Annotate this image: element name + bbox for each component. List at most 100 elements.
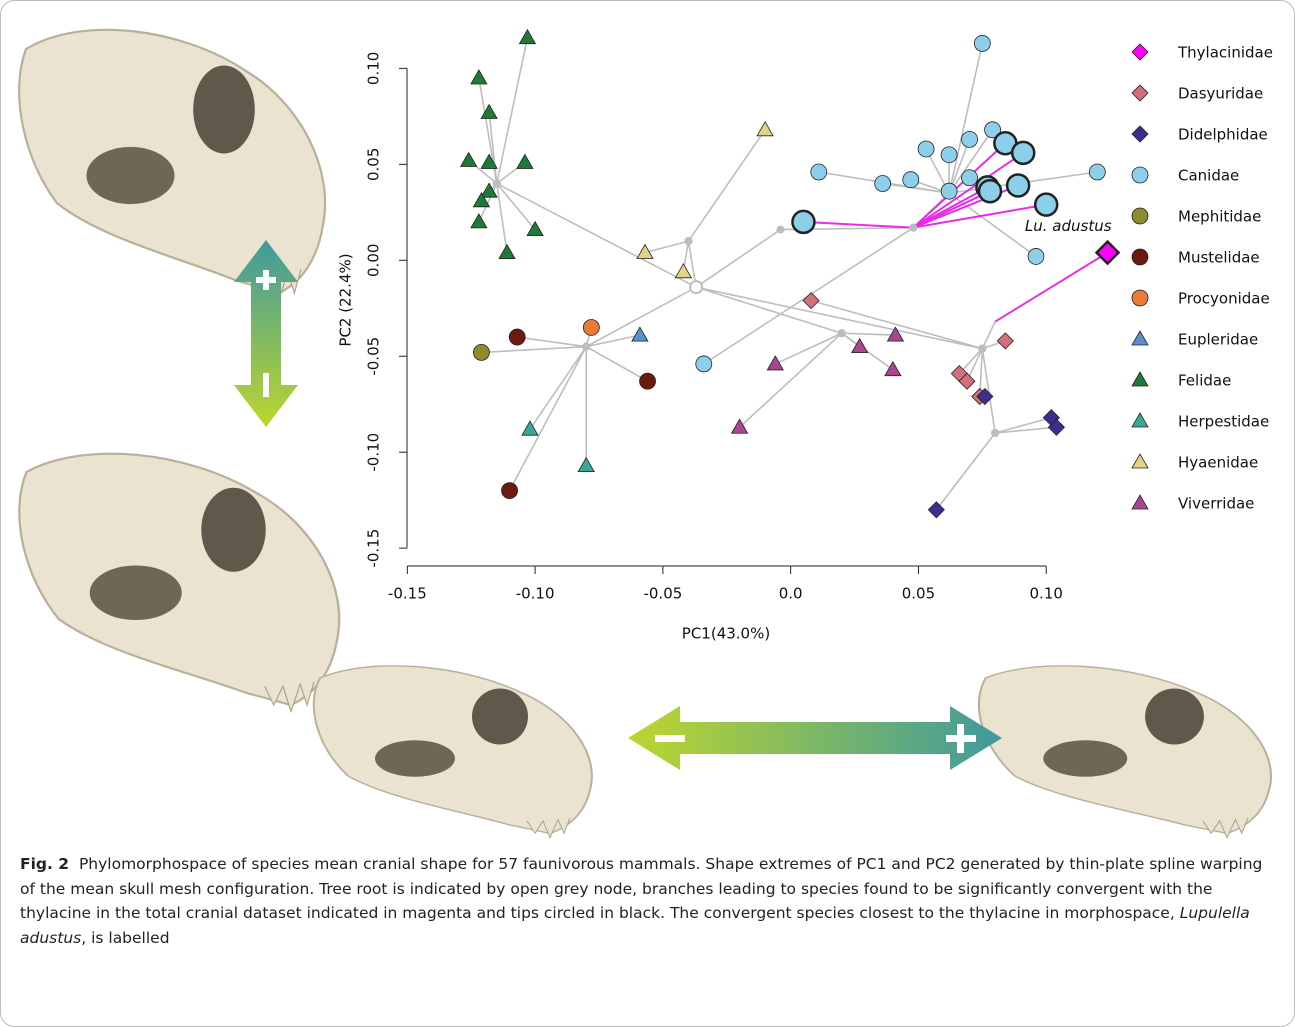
legend-label: Mephitidae xyxy=(1178,208,1261,226)
point xyxy=(811,164,827,180)
branch xyxy=(481,347,586,353)
point xyxy=(875,176,891,192)
branch xyxy=(842,333,896,335)
branch xyxy=(510,347,587,491)
branch xyxy=(740,333,842,427)
legend-label: Dasyuridae xyxy=(1178,85,1263,103)
y-tick-label: -0.10 xyxy=(365,433,383,472)
x-tick-label: 0.10 xyxy=(1030,585,1063,603)
legend-label: Viverridae xyxy=(1178,495,1254,513)
point xyxy=(903,172,919,188)
point xyxy=(461,153,477,167)
branch xyxy=(696,230,780,288)
point xyxy=(1089,164,1105,180)
branch xyxy=(645,241,688,253)
x-tick-label: -0.05 xyxy=(643,585,682,603)
point xyxy=(499,245,515,259)
point xyxy=(1035,194,1057,216)
point xyxy=(473,344,489,360)
x-tick-label: 0.05 xyxy=(902,585,935,603)
y-tick-label: 0.00 xyxy=(365,244,383,277)
legend-marker xyxy=(1132,331,1148,345)
legend-label: Hyaenidae xyxy=(1178,454,1258,472)
legend-label: Canidae xyxy=(1178,167,1239,185)
point xyxy=(640,373,656,389)
point xyxy=(1097,242,1119,264)
y-tick-label: 0.05 xyxy=(365,148,383,181)
legend-marker xyxy=(1132,454,1148,468)
legend-marker xyxy=(1132,167,1148,183)
legend-marker xyxy=(1132,413,1148,427)
point xyxy=(517,154,533,168)
tree-node xyxy=(978,345,986,353)
y-axis-label: PC2 (22.4%) xyxy=(337,253,355,346)
point xyxy=(803,293,819,309)
point xyxy=(974,35,990,51)
legend-marker xyxy=(1132,495,1148,509)
tree-node xyxy=(991,429,999,437)
branch xyxy=(497,184,696,288)
y-tick-label: -0.05 xyxy=(365,337,383,376)
branch xyxy=(775,333,841,364)
point xyxy=(757,122,773,136)
legend-marker xyxy=(1132,249,1148,265)
caption-text: Phylomorphospace of species mean cranial… xyxy=(20,855,1262,922)
point xyxy=(675,264,691,278)
point xyxy=(941,147,957,163)
branch xyxy=(696,287,982,348)
y-tick-label: -0.15 xyxy=(365,529,383,568)
y-tick-label: 0.10 xyxy=(365,52,383,85)
tree-node xyxy=(838,329,846,337)
point xyxy=(471,214,487,228)
point xyxy=(997,333,1013,349)
legend-label: Herpestidae xyxy=(1178,413,1269,431)
point xyxy=(1028,248,1044,264)
tree-node xyxy=(493,180,501,188)
point xyxy=(519,30,535,44)
branch xyxy=(936,433,995,510)
point xyxy=(852,339,868,353)
branch xyxy=(530,347,586,430)
point xyxy=(792,211,814,233)
branch xyxy=(688,130,765,241)
point xyxy=(928,502,944,518)
pc1-arrow xyxy=(628,706,1002,770)
convergent-branch xyxy=(995,253,1107,322)
point xyxy=(578,458,594,472)
branch xyxy=(688,241,696,287)
tree-node xyxy=(582,343,590,351)
legend-label: Didelphidae xyxy=(1178,126,1268,144)
legend-label: Mustelidae xyxy=(1178,249,1260,267)
legend-marker xyxy=(1132,44,1148,60)
branch xyxy=(696,287,842,333)
skull-pc1-min xyxy=(314,666,592,838)
x-tick-label: 0.0 xyxy=(779,585,803,603)
legend-marker xyxy=(1132,85,1148,101)
skull-pc1-max xyxy=(979,666,1271,838)
point xyxy=(471,70,487,84)
page: {"chart_data": {"type": "scatter", "xlab… xyxy=(0,0,1295,1027)
legend-marker xyxy=(1132,290,1148,306)
point xyxy=(502,483,518,499)
tree-node xyxy=(684,237,692,245)
tree-node xyxy=(776,226,784,234)
legend-label: Thylacinidae xyxy=(1177,44,1273,62)
x-tick-label: -0.15 xyxy=(388,585,427,603)
point xyxy=(583,319,599,335)
point xyxy=(979,180,1001,202)
tree-root xyxy=(690,281,702,293)
point xyxy=(509,329,525,345)
convergent-branch xyxy=(803,222,913,228)
point xyxy=(1012,142,1034,164)
tree-node xyxy=(909,224,917,232)
x-axis-label: PC1(43.0%) xyxy=(682,625,770,643)
branch xyxy=(586,347,647,382)
legend-label: Procyonidae xyxy=(1178,290,1270,308)
point xyxy=(918,141,934,157)
annotation: Lu. adustus xyxy=(1025,217,1112,235)
legend-label: Eupleridae xyxy=(1178,331,1258,349)
caption-end: , is labelled xyxy=(81,929,169,947)
point xyxy=(1007,174,1029,196)
legend-label: Felidae xyxy=(1178,372,1231,390)
